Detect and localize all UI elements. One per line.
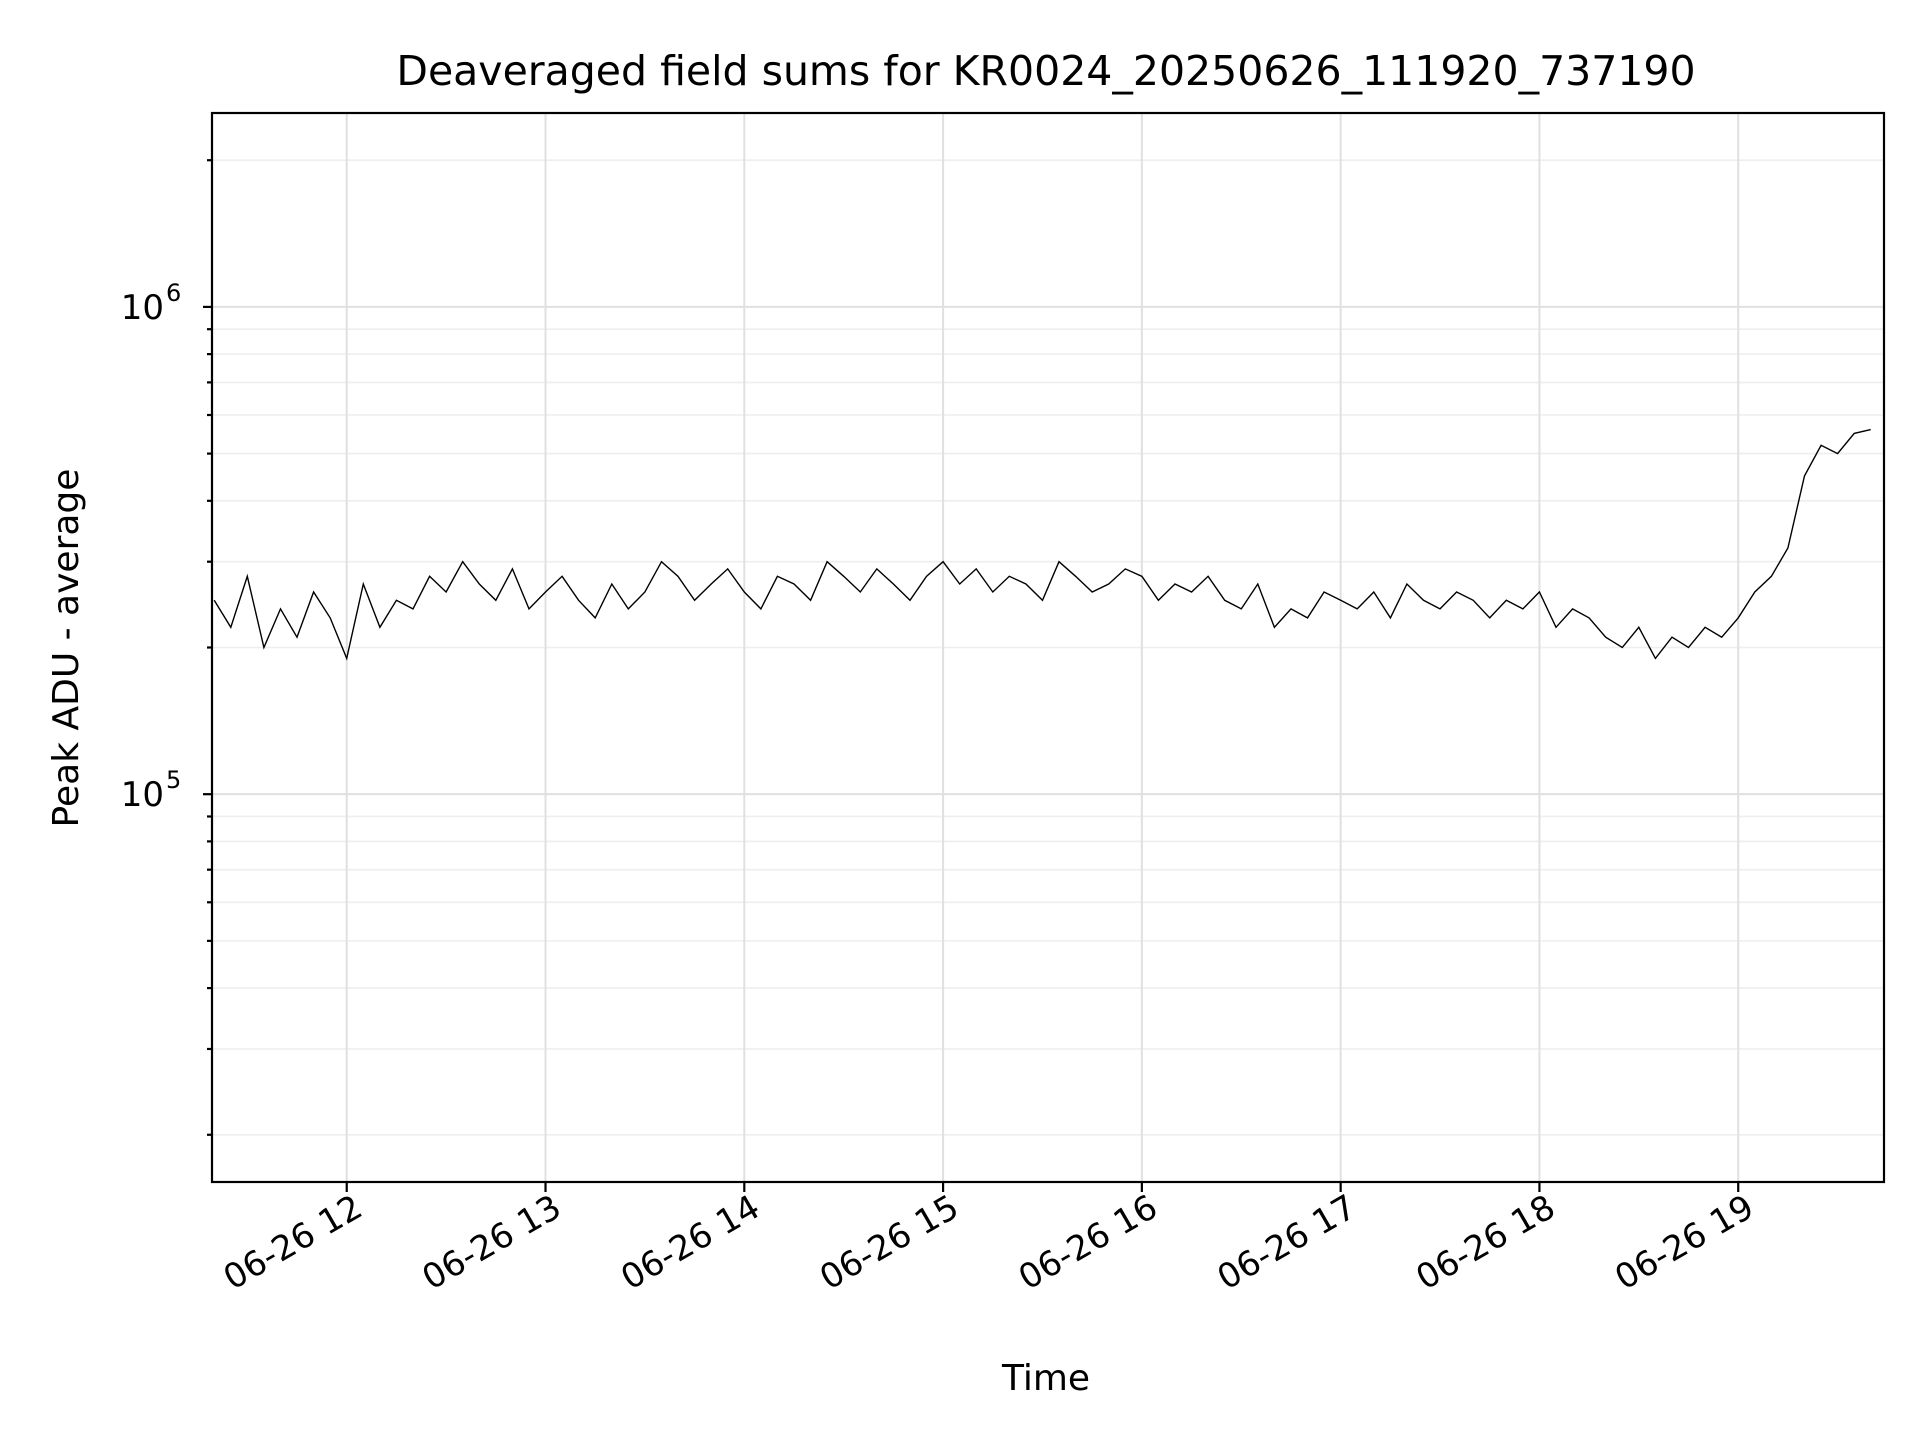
series-line	[213, 428, 1871, 661]
x-tick-label: 06-26 18	[1410, 1187, 1562, 1298]
grid	[212, 113, 1884, 1182]
x-tick-label: 06-26 16	[1012, 1187, 1164, 1298]
x-tick-label: 06-26 13	[416, 1187, 568, 1298]
y-axis-label: Peak ADU - average	[46, 469, 87, 828]
chart-title: Deaveraged field sums for KR0024_2025062…	[396, 47, 1695, 95]
x-tick-label: 06-26 15	[813, 1187, 965, 1298]
x-tick-label: 06-26 14	[614, 1187, 766, 1298]
x-tick-label: 06-26 17	[1211, 1187, 1363, 1298]
x-axis: 06-26 12 06-26 13 06-26 14 06-26 15 06-26 16…	[217, 1182, 1761, 1298]
y-tick-exponent: 6	[166, 279, 181, 307]
x-tick-label: 06-26 12	[217, 1187, 369, 1298]
y-tick-label: 10	[121, 775, 164, 815]
x-tick-label: 06-26 19	[1608, 1187, 1760, 1298]
x-axis-label: Time	[1001, 1358, 1090, 1399]
y-tick-label: 10	[121, 288, 164, 328]
y-tick-exponent: 5	[166, 766, 181, 794]
